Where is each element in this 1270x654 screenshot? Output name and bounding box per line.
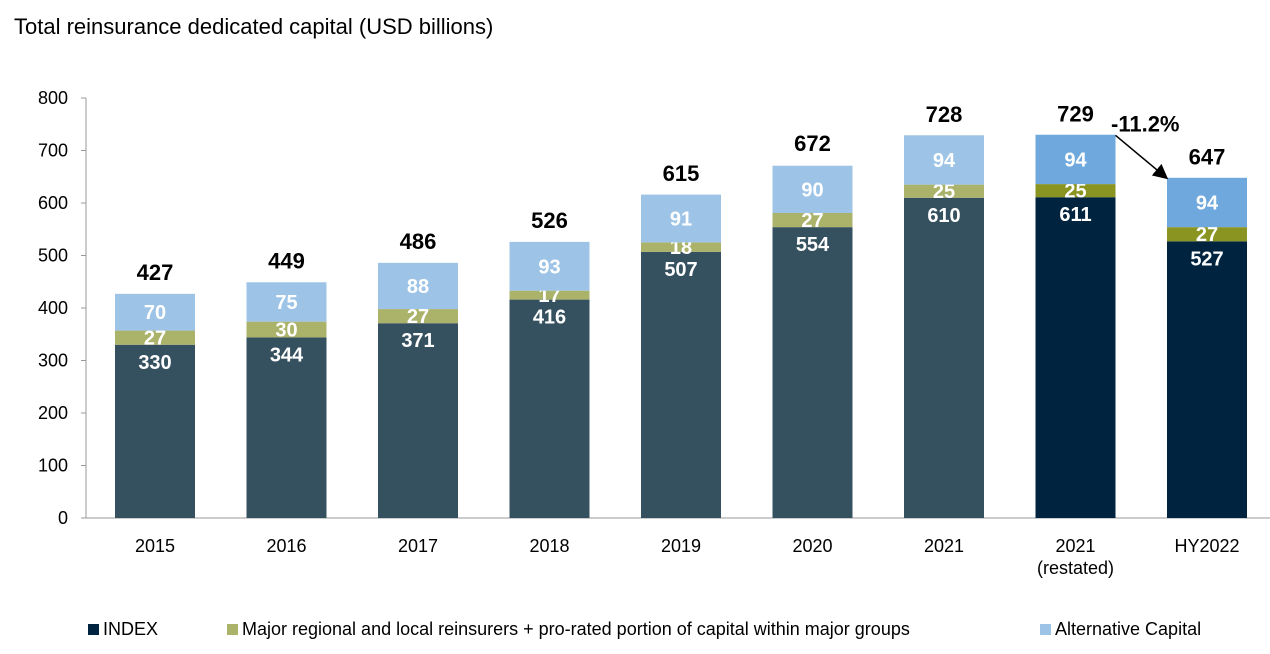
bar-segment-alternative-capital	[904, 135, 984, 185]
bar-segment-index	[246, 337, 327, 518]
bar-segment-index	[378, 323, 458, 518]
bar-segment-index	[904, 197, 984, 518]
bar-segment-major-regional	[509, 290, 590, 300]
bar-segment-alternative-capital	[509, 241, 590, 291]
bar-segment-alternative-capital	[246, 282, 327, 322]
data-label-alternative-capital: 93	[538, 256, 560, 278]
data-label-major-regional: 27	[144, 328, 166, 350]
change-annotation: -11.2%	[1111, 111, 1180, 136]
bar-segment-alternative-capital	[772, 165, 853, 213]
x-tick-label: 2015	[135, 536, 175, 556]
bar-segment-alternative-capital	[115, 293, 195, 331]
x-tick-label: 2019	[661, 536, 701, 556]
bar-segment-alternative-capital	[1167, 177, 1247, 228]
data-label-index: 416	[533, 307, 566, 329]
data-label-major-regional: 25	[933, 181, 955, 203]
bar-segment-major-regional	[641, 242, 721, 252]
bar-segment-major-regional	[772, 212, 853, 228]
bar-segment-index	[1167, 241, 1247, 518]
data-label-alternative-capital: 91	[670, 208, 692, 230]
total-label: 647	[1189, 144, 1226, 169]
data-label-major-regional: 30	[275, 320, 297, 342]
chart-title: Total reinsurance dedicated capital (USD…	[14, 14, 494, 39]
bar-segment-major-regional	[1167, 227, 1247, 242]
data-label-alternative-capital: 75	[275, 292, 297, 314]
data-label-index: 371	[401, 330, 434, 352]
x-tick-label: 2021	[1055, 536, 1095, 556]
bar-segment-major-regional	[904, 184, 984, 198]
legend-swatch-alternative-capital	[1040, 624, 1051, 635]
data-label-index: 330	[138, 352, 171, 374]
data-label-alternative-capital: 94	[1196, 192, 1219, 214]
bar-segment-major-regional	[1035, 184, 1116, 198]
legend-swatch-index	[88, 624, 99, 635]
y-tick-label: 700	[38, 141, 68, 161]
total-label: 615	[663, 161, 700, 186]
bar-segment-index	[1035, 197, 1116, 518]
bar-segment-index	[115, 344, 195, 518]
legend-swatch-major-regional	[227, 624, 238, 635]
data-label-alternative-capital: 94	[1064, 149, 1087, 171]
bar-segment-major-regional	[246, 321, 327, 338]
total-label: 728	[926, 102, 963, 127]
total-label: 427	[137, 260, 174, 285]
legend-item-major-regional: Major regional and local reinsurers + pr…	[227, 619, 910, 640]
data-label-alternative-capital: 90	[801, 179, 823, 201]
x-tick-label: (restated)	[1037, 558, 1114, 578]
y-tick-label: 600	[38, 193, 68, 213]
bar-segment-alternative-capital	[378, 262, 458, 310]
x-tick-label: 2017	[398, 536, 438, 556]
data-label-major-regional: 27	[801, 210, 823, 232]
data-label-alternative-capital: 88	[407, 276, 429, 298]
bar-segment-index	[641, 251, 721, 518]
y-tick-label: 100	[38, 456, 68, 476]
change-arrow	[1115, 134, 1169, 180]
data-label-index: 507	[664, 259, 697, 281]
data-label-alternative-capital: 70	[144, 302, 166, 324]
y-tick-label: 300	[38, 351, 68, 371]
total-label: 526	[531, 208, 568, 233]
total-label: 729	[1057, 101, 1094, 126]
y-tick-label: 200	[38, 403, 68, 423]
x-tick-label: HY2022	[1174, 536, 1239, 556]
bar-segment-index	[772, 227, 853, 518]
y-tick-label: 0	[58, 508, 68, 528]
bar-segment-major-regional	[378, 309, 458, 324]
data-label-major-regional: 27	[1196, 224, 1218, 246]
data-label-index: 554	[796, 234, 830, 256]
bar-segment-major-regional	[115, 330, 195, 345]
bar-segment-index	[509, 299, 590, 518]
legend-label-index: INDEX	[103, 619, 159, 639]
bar-segment-alternative-capital	[1035, 134, 1116, 185]
data-label-major-regional: 18	[670, 237, 692, 259]
data-label-index: 344	[270, 344, 304, 366]
x-tick-label: 2016	[266, 536, 306, 556]
total-label: 672	[794, 131, 831, 156]
data-label-alternative-capital: 94	[933, 150, 956, 172]
data-label-major-regional: 25	[1064, 181, 1086, 203]
legend-label-alternative-capital: Alternative Capital	[1055, 619, 1202, 639]
total-label: 449	[268, 248, 305, 273]
x-tick-label: 2018	[529, 536, 569, 556]
data-label-index: 610	[927, 205, 960, 227]
data-label-index: 527	[1190, 248, 1223, 270]
data-label-index: 611	[1059, 204, 1091, 226]
x-tick-label: 2021	[924, 536, 964, 556]
y-tick-label: 500	[38, 246, 68, 266]
total-label: 486	[400, 229, 437, 254]
legend-item-alternative-capital: Alternative Capital	[1040, 619, 1201, 640]
legend-label-major-regional: Major regional and local reinsurers + pr…	[242, 619, 910, 639]
data-label-major-regional: 27	[407, 306, 429, 328]
legend-item-index: INDEX	[88, 619, 158, 640]
bar-segment-alternative-capital	[641, 194, 721, 243]
y-tick-label: 400	[38, 298, 68, 318]
x-tick-label: 2020	[792, 536, 832, 556]
y-tick-label: 800	[38, 88, 68, 108]
